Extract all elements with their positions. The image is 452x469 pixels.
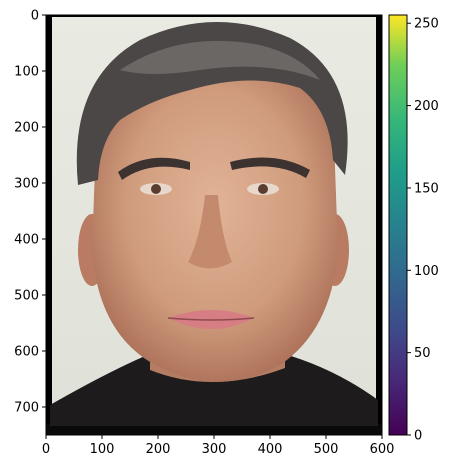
y-tick-label: 0	[31, 9, 39, 24]
x-tick-label: 300	[202, 442, 227, 457]
y-tick-label: 400	[14, 233, 39, 248]
y-tick-label: 200	[14, 121, 39, 136]
x-tick-label: 400	[258, 442, 283, 457]
right-black-border	[376, 15, 382, 435]
x-tick-label: 200	[146, 442, 171, 457]
left-black-border	[46, 15, 52, 435]
colorbar-tick-label: 150	[414, 181, 439, 196]
y-tick-label: 700	[14, 401, 39, 416]
x-tick-label: 600	[370, 442, 395, 457]
y-tick-label: 100	[14, 65, 39, 80]
x-tick-label: 500	[314, 442, 339, 457]
x-tick-label: 0	[42, 442, 50, 457]
right-iris	[258, 184, 268, 194]
colorbar-axis: 0 50 100 150 200 250	[407, 17, 439, 444]
y-tick-label: 500	[14, 289, 39, 304]
portrait-image	[46, 15, 382, 435]
left-iris	[151, 184, 161, 194]
colorbar-gradient	[389, 15, 407, 435]
colorbar-tick-label: 50	[414, 346, 431, 361]
x-tick-label: 100	[90, 442, 115, 457]
y-tick-label: 300	[14, 177, 39, 192]
colorbar-tick-label: 100	[414, 264, 439, 279]
colorbar-tick-label: 200	[414, 99, 439, 114]
y-axis: 0 100 200 300 400 500 600 700	[14, 9, 46, 416]
x-axis: 0 100 200 300 400 500 600	[42, 435, 395, 457]
colorbar-tick-label: 0	[414, 429, 422, 444]
colorbar-tick-label: 250	[414, 17, 439, 32]
y-tick-label: 600	[14, 345, 39, 360]
